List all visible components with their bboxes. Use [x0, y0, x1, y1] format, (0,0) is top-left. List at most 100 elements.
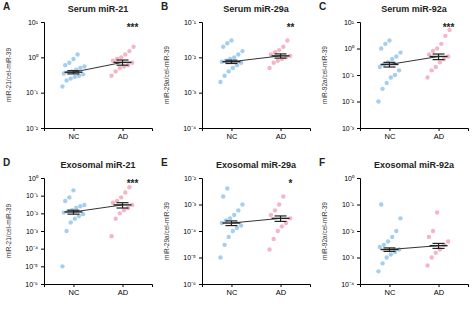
y-tick-label: 10⁻² — [26, 125, 39, 132]
y-tick: 10¹ — [28, 19, 44, 26]
point — [380, 261, 384, 265]
point — [434, 65, 438, 69]
y-tick: 10⁻⁴ — [341, 281, 360, 288]
y-axis-line — [357, 179, 361, 285]
y-axis-title: miR-92a/cel-miR-39 — [321, 46, 328, 104]
y-axis-title: miR-29a/cel-miR-39 — [163, 202, 170, 260]
error-bar — [222, 221, 240, 226]
plot-area — [218, 38, 292, 84]
error-bar-cap — [383, 247, 395, 248]
panel-letter: B — [161, 1, 168, 12]
error-bar-cap — [383, 62, 395, 63]
point — [435, 210, 439, 214]
y-tick-mark — [199, 57, 202, 58]
mean-line — [73, 205, 122, 212]
x-tick: NC — [69, 284, 80, 297]
error-bar-cap — [275, 58, 287, 59]
point — [64, 229, 68, 233]
y-axis-line — [199, 23, 203, 129]
point — [434, 251, 438, 255]
y-tick-mark — [199, 205, 202, 206]
x-tick-mark — [439, 284, 440, 287]
y-axis: 10⁻⁴10⁻³10⁻²10⁻¹ — [183, 19, 202, 132]
y-tick: 10⁻² — [26, 125, 44, 132]
error-bar — [222, 60, 240, 63]
point — [70, 69, 74, 73]
plot-area — [376, 28, 451, 104]
point — [221, 194, 225, 198]
y-tick: 10⁻⁴ — [25, 245, 44, 252]
point — [222, 74, 226, 78]
x-axis: NCAD — [361, 128, 469, 141]
point — [118, 66, 122, 70]
y-tick-mark — [41, 22, 44, 23]
point — [376, 99, 380, 103]
x-tick: NC — [385, 128, 396, 141]
significance: ** — [287, 22, 295, 33]
x-tick-label: NC — [385, 288, 396, 297]
point — [281, 44, 285, 48]
point — [394, 54, 398, 58]
mean-line — [389, 56, 438, 64]
point — [122, 208, 126, 212]
mean-line — [231, 56, 280, 62]
x-tick-mark — [439, 128, 440, 131]
y-tick-label: 10⁻² — [26, 210, 39, 217]
y-tick-mark — [357, 178, 360, 179]
point — [376, 269, 380, 273]
point — [227, 235, 231, 239]
mean-marker — [114, 62, 132, 63]
point — [271, 61, 275, 65]
y-axis-title: miR-92a/cel-miR-39 — [321, 202, 328, 260]
y-tick: 10⁻¹ — [184, 19, 202, 26]
y-axis-line — [357, 23, 361, 129]
error-bar-cap — [225, 225, 237, 226]
x-tick-label: NC — [69, 132, 80, 141]
y-axis-line — [199, 179, 203, 285]
point — [276, 229, 280, 233]
x-tick: NC — [385, 284, 396, 297]
point — [378, 245, 382, 249]
x-axis-line — [361, 285, 469, 288]
error-bar-cap — [275, 221, 287, 222]
point — [69, 220, 73, 224]
point — [387, 38, 391, 42]
title: Exosomal miR-92a — [374, 160, 455, 170]
x-axis: NC AD — [45, 284, 153, 297]
mean-marker — [380, 249, 398, 250]
x-tick: NC — [227, 128, 238, 141]
x-tick-mark — [123, 284, 124, 287]
point — [398, 216, 402, 220]
y-tick-label: 10⁻⁵ — [183, 254, 196, 261]
x-tick: NC — [227, 284, 238, 297]
point — [240, 202, 244, 206]
y-axis: 10⁻⁶10⁻⁵10⁻⁴10⁻³10⁻²10⁻¹10⁰ — [25, 175, 44, 288]
y-tick-label: 10⁻³ — [26, 228, 39, 235]
y-tick: 10⁻⁶ — [25, 281, 44, 288]
y-tick: 10⁻³ — [184, 89, 202, 96]
point — [379, 202, 383, 206]
error-bar-cap — [67, 73, 79, 74]
point — [389, 252, 393, 256]
point — [78, 66, 82, 70]
y-tick: 10⁻¹ — [342, 201, 360, 208]
x-tick: AD — [118, 284, 129, 297]
panel-letter: A — [3, 1, 10, 12]
x-tick-label: AD — [276, 288, 287, 297]
x-tick-label: AD — [434, 288, 445, 297]
panel: EExosomal miR-29amiR-29a/cel-miR-3910⁻⁶1… — [161, 157, 311, 297]
point — [231, 229, 235, 233]
y-tick-mark — [357, 128, 360, 129]
y-tick-label: 10¹ — [344, 19, 355, 26]
point — [398, 50, 402, 54]
error-bar-cap — [117, 65, 129, 66]
point — [73, 216, 77, 220]
point — [277, 202, 281, 206]
y-tick-mark — [357, 102, 360, 103]
x-tick-mark — [231, 128, 232, 131]
point — [240, 49, 244, 53]
y-tick-mark — [41, 266, 44, 267]
point — [438, 60, 442, 64]
point — [78, 204, 82, 208]
error-bar — [64, 71, 82, 74]
